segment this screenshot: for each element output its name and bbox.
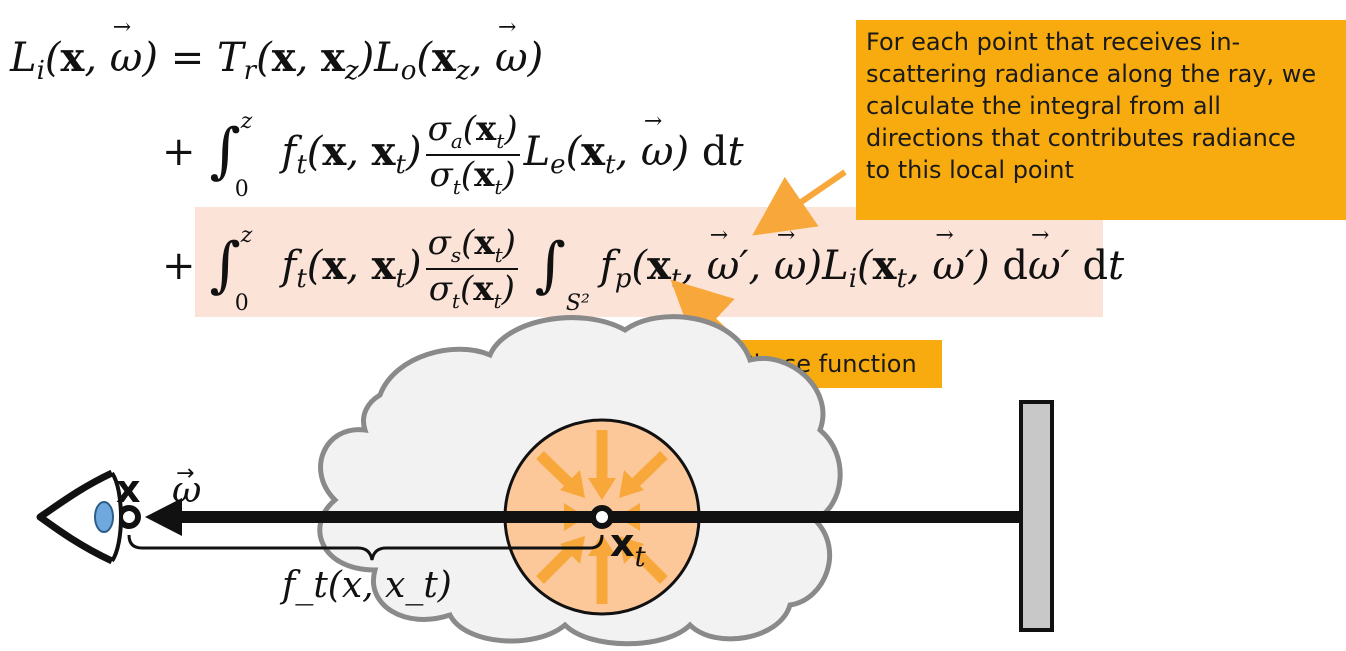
- scattering-term-highlight: [195, 207, 1103, 317]
- label-xt: xt: [610, 521, 647, 573]
- equation-line-3: + ∫ z 0 ft(x, xt) σs(xt) σt(xt) ∫ S² fp(xt, ω → ′…: [162, 223, 1125, 316]
- label-xt-subscript: t: [635, 540, 647, 573]
- callout-line: to this local point: [866, 156, 1074, 184]
- eye-icon: [36, 469, 123, 565]
- inscatter-callout: For each point that receives in- scatter…: [856, 20, 1346, 220]
- point-xt: [590, 505, 614, 529]
- wall-block: [1019, 400, 1054, 632]
- callout-line: directions that contributes radiance: [866, 124, 1296, 152]
- callout-line: scattering radiance along the ray, we: [866, 60, 1317, 88]
- inscatter-pointer-arrow: [752, 169, 847, 236]
- label-omega-arrow: →: [176, 461, 194, 486]
- distance-bracket: [127, 534, 604, 561]
- callout-line: For each point that receives in-: [866, 28, 1241, 56]
- label-x: x: [116, 467, 141, 511]
- equation-line-1: Li(x, ω →) = Tr(x, xz)Lo(xz, ω →): [10, 15, 544, 86]
- label-ft: f_t(x, x_t): [279, 565, 452, 606]
- callout-pointer-arrows: [670, 169, 847, 343]
- equation-line-2: + ∫ z 0 ft(x, xt) σa(xt) σt(xt) Le(xt, ω →) dt: [162, 109, 744, 202]
- label-xt-base: x: [610, 521, 635, 565]
- callout-line: calculate the integral from all: [866, 92, 1221, 120]
- label-omega: ω: [172, 470, 201, 511]
